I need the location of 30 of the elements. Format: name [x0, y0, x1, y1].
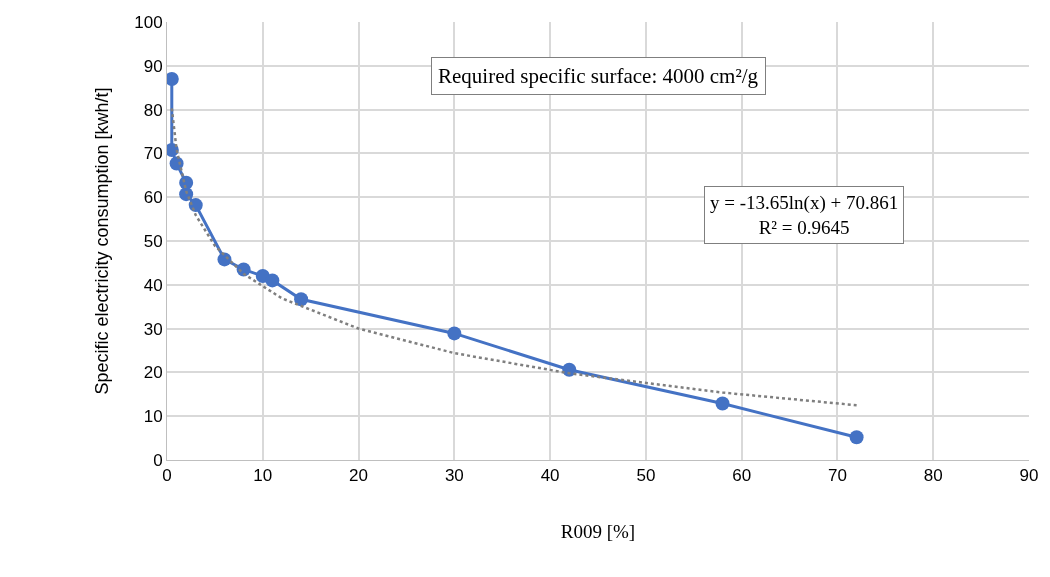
x-tick-label: 70 [827, 466, 847, 486]
y-tick-label: 50 [143, 231, 163, 251]
y-tick-label: 10 [143, 407, 163, 427]
point [294, 292, 309, 307]
x-tick-label: 40 [540, 466, 560, 486]
y-tick-label: 70 [143, 144, 163, 164]
y-tick-label: 30 [143, 319, 163, 339]
x-tick-label: 60 [732, 466, 752, 486]
y-tick-label: 60 [143, 188, 163, 208]
y-tick-label: 20 [143, 363, 163, 383]
point [447, 326, 462, 341]
annotation: R² = 0.9645 [758, 216, 850, 238]
point [265, 273, 280, 288]
x-tick-label: 30 [444, 466, 464, 486]
y-tick-label: 0 [153, 450, 163, 470]
point [715, 396, 730, 411]
y-tick-label: 90 [143, 56, 163, 76]
x-tick-label: 80 [923, 466, 943, 486]
x-tick-label: 50 [636, 466, 656, 486]
y-axis-title: Specific electricity consumption [kwh/t] [92, 87, 113, 395]
y-tick-label: 40 [143, 275, 163, 295]
x-tick-label: 90 [1019, 466, 1039, 486]
x-tick-label: 10 [253, 466, 273, 486]
x-axis-title: R009 [%] [560, 521, 636, 543]
y-tick-label: 100 [134, 12, 163, 32]
y-tick-label: 80 [143, 100, 163, 120]
point [849, 430, 864, 445]
annotation: y = -13.65ln(x) + 70.861 [710, 192, 899, 214]
x-tick-label: 20 [349, 466, 369, 486]
annotation: Required specific surface: 4000 cm²/g [438, 64, 759, 88]
